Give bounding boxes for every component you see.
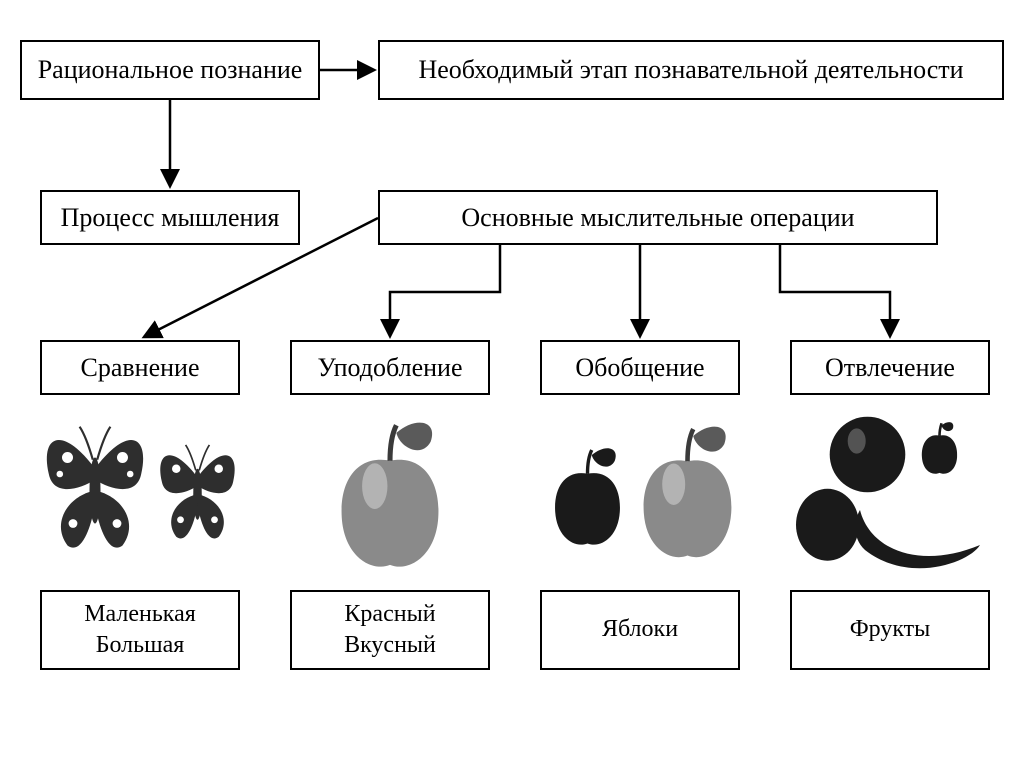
apple-gray2-icon bbox=[630, 410, 745, 570]
box-label: Отвлечение bbox=[825, 353, 955, 383]
box-label: Уподобление bbox=[318, 353, 463, 383]
caption-label: Маленькая Большая bbox=[84, 599, 196, 661]
box-label: Необходимый этап познавательной деятельн… bbox=[418, 55, 963, 85]
caption-label: Красный Вкусный bbox=[344, 599, 436, 661]
fruit-banana-icon bbox=[850, 490, 990, 570]
caption-red-tasty: Красный Вкусный bbox=[290, 590, 490, 670]
butterfly-small-icon bbox=[155, 430, 240, 550]
box-assimilation: Уподобление bbox=[290, 340, 490, 395]
caption-small-large: Маленькая Большая bbox=[40, 590, 240, 670]
fruit-small-apple-icon bbox=[912, 415, 967, 477]
butterfly-large-icon bbox=[40, 410, 150, 560]
box-main-operations: Основные мыслительные операции bbox=[378, 190, 938, 245]
box-label: Процесс мышления bbox=[61, 203, 280, 233]
box-abstraction: Отвлечение bbox=[790, 340, 990, 395]
box-necessary-stage: Необходимый этап познавательной деятельн… bbox=[378, 40, 1004, 100]
caption-label: Яблоки bbox=[602, 614, 678, 645]
box-thinking-process: Процесс мышления bbox=[40, 190, 300, 245]
fruit-left-icon bbox=[790, 480, 865, 565]
caption-label: Фрукты bbox=[850, 614, 931, 645]
apple-gray-icon bbox=[325, 410, 455, 575]
box-comparison: Сравнение bbox=[40, 340, 240, 395]
apple-dark-icon bbox=[545, 420, 630, 570]
box-label: Рациональное познание bbox=[38, 55, 303, 85]
box-label: Основные мыслительные операции bbox=[461, 203, 854, 233]
box-label: Обобщение bbox=[575, 353, 704, 383]
box-label: Сравнение bbox=[81, 353, 200, 383]
box-generalization: Обобщение bbox=[540, 340, 740, 395]
caption-apples: Яблоки bbox=[540, 590, 740, 670]
diagram-canvas: Рациональное познание Необходимый этап п… bbox=[0, 0, 1024, 768]
caption-fruits: Фрукты bbox=[790, 590, 990, 670]
box-rational-cognition: Рациональное познание bbox=[20, 40, 320, 100]
